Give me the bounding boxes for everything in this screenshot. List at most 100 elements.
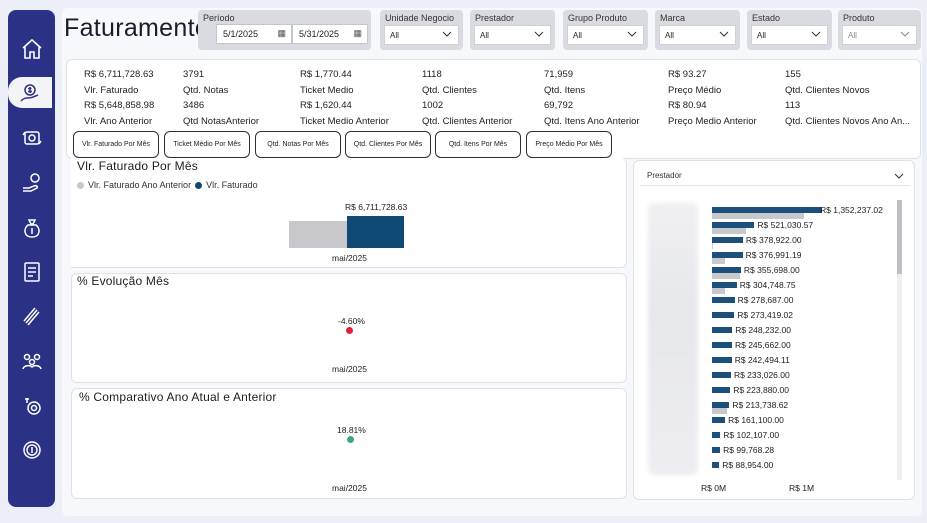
prestador-prev-bar[interactable] <box>712 243 714 249</box>
end-date-input[interactable]: 5/31/2025 ▦ <box>292 24 368 44</box>
prestador-bar[interactable] <box>712 447 721 453</box>
chart-legend: Vlr. Faturado Ano Anterior Vlr. Faturado <box>77 180 258 190</box>
dropdown-value: All <box>848 31 857 40</box>
coin-icon[interactable] <box>16 434 47 465</box>
legend-prev-label: Vlr. Faturado Ano Anterior <box>88 180 192 190</box>
tab-qtd-clientes[interactable]: Qtd. Clientes Por Mês <box>345 131 431 158</box>
period-slicer: Período 5/1/2025 ▦ 5/31/2025 ▦ <box>198 10 371 50</box>
tab-qtd-notas[interactable]: Qtd. Notas Por Mês <box>255 131 341 158</box>
kpi-label: Preço Medio Anterior <box>668 115 757 127</box>
calendar-icon[interactable]: ▦ <box>353 28 362 38</box>
scrollbar-track[interactable] <box>897 200 902 480</box>
prestador-prev-bar[interactable] <box>712 288 725 294</box>
kpi-value: R$ 1,770.44 <box>300 69 352 80</box>
produto-dropdown[interactable]: All <box>842 25 917 45</box>
kpi-ticket-medio: R$ 1,770.44 Ticket Medio <box>300 67 354 98</box>
prestador-bar[interactable] <box>712 432 721 438</box>
prestador-bar-label: R$ 304,748.75 <box>739 280 796 290</box>
hand-coin-icon[interactable] <box>16 167 47 198</box>
scrollbar-thumb[interactable] <box>897 200 902 274</box>
revenue-icon[interactable] <box>8 77 52 108</box>
prestador-prev-bar[interactable] <box>712 273 740 279</box>
prestador-bar[interactable] <box>712 402 730 408</box>
prestador-bar-label: R$ 355,698.00 <box>743 265 800 275</box>
prestador-bar[interactable] <box>712 222 755 228</box>
prestador-prev-bar[interactable] <box>712 213 804 219</box>
kpi-qtd-clientes-novos-anterior: 113 Qtd. Clientes Novos Ano An... <box>785 98 910 129</box>
prestador-bar-label: R$ 245,662.00 <box>734 340 791 350</box>
prestador-bar[interactable] <box>712 297 735 303</box>
prestador-bar[interactable] <box>712 417 726 423</box>
prestador-bar[interactable] <box>712 282 737 288</box>
filter-label: Produto <box>843 13 875 23</box>
filter-grupo-produto: Grupo Produto All <box>563 10 648 50</box>
kpi-label: Ticket Medio Anterior <box>300 115 389 127</box>
prestador-bar[interactable] <box>712 207 822 213</box>
page-title: Faturamento <box>64 14 210 42</box>
filter-unidade-negocio: Unidade Negocio All <box>380 10 463 50</box>
prestador-bar[interactable] <box>712 312 735 318</box>
prestador-bar[interactable] <box>712 237 743 243</box>
dropdown-value: All <box>757 31 766 40</box>
filter-marca: Marca All <box>655 10 740 50</box>
prestador-label: Prestador <box>647 171 682 180</box>
kpi-vlr-faturado: R$ 6,711,728.63 Vlr. Faturado <box>84 67 154 98</box>
legend-swatch-curr <box>195 181 203 189</box>
money-exchange-icon[interactable] <box>16 122 47 153</box>
kpi-label: Qtd. Itens Ano Anterior <box>544 115 640 127</box>
prestador-prev-bar[interactable] <box>712 258 725 264</box>
x-tick-label: mai/2025 <box>332 483 367 493</box>
chart-title: % Evolução Mês <box>77 274 170 288</box>
prestador-bar-label: R$ 99,768.28 <box>723 445 775 455</box>
tab-preco-medio[interactable]: Preço Médio Por Mês <box>526 131 612 158</box>
prestador-prev-bar[interactable] <box>712 408 727 414</box>
unidade-negocio-dropdown[interactable]: All <box>384 25 459 45</box>
prestador-bar-label: R$ 278,687.00 <box>737 295 794 305</box>
kpi-label: Qtd. Clientes <box>422 84 477 96</box>
chart-title: Vlr. Faturado Por Mês <box>77 159 198 173</box>
tab-vlr-faturado[interactable]: Vlr. Faturado Por Mês <box>73 131 159 158</box>
prestador-bar[interactable] <box>712 342 732 348</box>
coin-stack-icon[interactable] <box>16 301 47 332</box>
chevron-down-icon <box>811 31 821 37</box>
people-group-icon[interactable] <box>16 345 47 376</box>
x-tick-label: mai/2025 <box>332 364 367 374</box>
prestador-bar[interactable] <box>712 327 733 333</box>
start-date-input[interactable]: 5/1/2025 ▦ <box>216 24 292 44</box>
chart-vlr-faturado-card <box>71 158 627 268</box>
dropdown-value: All <box>390 31 399 40</box>
prestador-dropdown[interactable]: Prestador <box>640 166 910 186</box>
calendar-icon[interactable]: ▦ <box>277 28 286 38</box>
prestador-names-redacted <box>648 203 698 475</box>
chart-title: % Comparativo Ano Atual e Anterior <box>79 390 277 404</box>
estado-dropdown[interactable]: All <box>751 25 828 45</box>
tab-qtd-itens[interactable]: Qtd. Itens Por Mês <box>435 131 521 158</box>
chevron-down-icon <box>442 31 452 37</box>
money-bag-icon[interactable] <box>16 212 47 243</box>
grupo-produto-dropdown[interactable]: All <box>567 25 644 45</box>
prestador-prev-bar[interactable] <box>712 228 747 234</box>
prestador-bar[interactable] <box>712 357 732 363</box>
tab-ticket-medio[interactable]: Ticket Médio Por Mês <box>164 131 250 158</box>
kpi-value: R$ 80.94 <box>668 100 707 111</box>
target-money-icon[interactable] <box>16 390 47 421</box>
prestador-dropdown[interactable]: All <box>474 25 551 45</box>
kpi-qtd-clientes-anterior: 1002 Qtd. Clientes Anterior <box>422 98 512 129</box>
marca-dropdown[interactable]: All <box>659 25 736 45</box>
data-point[interactable] <box>347 436 354 443</box>
x-tick-label: mai/2025 <box>332 253 367 263</box>
prestador-bar[interactable] <box>712 252 743 258</box>
kpi-label: Vlr. Faturado <box>84 84 139 96</box>
data-point[interactable] <box>346 327 353 334</box>
kpi-value: 155 <box>785 69 801 80</box>
bar-current[interactable] <box>347 216 404 248</box>
invoice-icon[interactable] <box>16 256 47 287</box>
bar-prev-year[interactable] <box>289 221 347 248</box>
prestador-bar[interactable] <box>712 372 731 378</box>
chart-evolucao-card <box>71 273 627 383</box>
prestador-bar[interactable] <box>712 387 731 393</box>
prestador-bar[interactable] <box>712 267 741 273</box>
prestador-bar-label: R$ 376,991.19 <box>745 250 802 260</box>
prestador-bar[interactable] <box>712 462 720 468</box>
home-icon[interactable] <box>16 33 47 64</box>
